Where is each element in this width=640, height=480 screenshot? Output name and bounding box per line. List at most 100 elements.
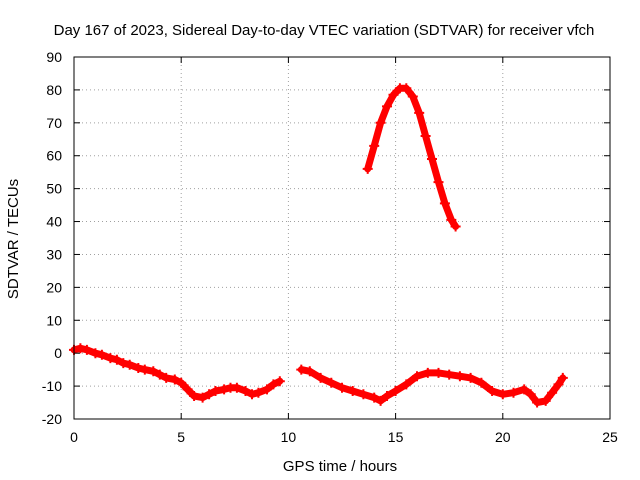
axis-ticks: 0 5 10 15 20 25 -20 -10 0 10 20 30 40 50 60 70 80 90: [42, 49, 618, 445]
data-point: [204, 389, 215, 400]
data-point: [124, 359, 135, 370]
data-point: [358, 389, 369, 400]
data-point: [540, 395, 551, 406]
data-point: [407, 91, 418, 102]
data-point: [422, 367, 433, 378]
x-axis-title: GPS time / hours: [283, 458, 397, 475]
data-point: [210, 386, 221, 396]
data-point: [414, 107, 425, 118]
data-point: [189, 391, 200, 401]
data-point: [375, 395, 386, 406]
data-point: [369, 392, 380, 403]
data-point: [446, 214, 457, 225]
x-tick-label: 15: [388, 429, 404, 445]
data-point: [253, 387, 264, 398]
data-point: [401, 379, 412, 390]
data-point: [412, 371, 422, 382]
data-point: [557, 372, 568, 383]
y-tick-label: 20: [46, 279, 62, 295]
data-point: [427, 154, 437, 164]
plot-frame: [73, 56, 611, 420]
data-point: [450, 221, 461, 232]
data-point: [274, 376, 285, 387]
data-point: [268, 379, 279, 390]
data-point: [105, 353, 116, 364]
y-tick-label: 40: [46, 214, 62, 230]
series-line: [364, 84, 460, 230]
y-tick-label: -20: [42, 411, 62, 427]
data-point: [118, 358, 129, 369]
chart-title: Day 167 of 2023, Sidereal Day-to-day VTE…: [54, 22, 595, 39]
data-point: [553, 379, 564, 390]
y-tick-label: 90: [46, 49, 62, 65]
data-point: [296, 364, 307, 375]
data-point: [75, 343, 86, 354]
data-point: [139, 364, 150, 375]
data-point: [525, 389, 536, 400]
data-point: [161, 372, 172, 383]
x-tick-label: 10: [281, 429, 297, 445]
x-tick-label: 20: [495, 429, 511, 445]
series-1: [69, 343, 285, 403]
y-tick-label: 0: [54, 345, 62, 361]
data-point: [219, 384, 230, 395]
data-point: [96, 349, 107, 360]
data-point: [388, 89, 399, 100]
data-point: [247, 389, 257, 400]
data-point: [262, 384, 272, 395]
y-tick-label: -10: [42, 378, 62, 394]
series-2: [362, 83, 461, 232]
data-point: [197, 392, 208, 403]
data-point: [401, 83, 412, 94]
data-point: [382, 101, 392, 112]
y-tick-label: 70: [46, 115, 62, 131]
data-point: [375, 117, 386, 128]
data-point: [420, 131, 431, 141]
data-point: [362, 163, 373, 174]
data-point: [454, 371, 465, 382]
x-tick-label: 0: [70, 429, 78, 445]
data-point: [154, 369, 165, 380]
data-point: [81, 344, 92, 355]
data-point: [433, 177, 444, 188]
data-point: [315, 372, 326, 383]
grid-lines: [74, 57, 610, 419]
data-point: [176, 377, 187, 388]
data-point: [444, 369, 455, 380]
data-point: [111, 354, 122, 365]
data-point: [508, 387, 519, 398]
data-point: [465, 372, 476, 383]
data-point: [148, 366, 159, 377]
data-point: [369, 140, 380, 151]
data-point: [519, 384, 530, 395]
data-point: [347, 386, 358, 396]
data-point: [240, 386, 251, 396]
data-point: [90, 348, 101, 359]
data-layer: [69, 83, 568, 408]
y-tick-label: 30: [46, 246, 62, 262]
y-tick-label: 50: [46, 181, 62, 197]
data-point: [231, 382, 242, 393]
data-point: [532, 397, 543, 408]
y-tick-label: 10: [46, 312, 62, 328]
data-point: [487, 386, 498, 396]
data-point: [337, 382, 347, 393]
series-3: [296, 364, 568, 408]
data-point: [182, 384, 193, 395]
data-point: [476, 377, 487, 388]
data-point: [382, 391, 392, 401]
data-point: [326, 377, 337, 388]
data-point: [439, 198, 450, 209]
data-point: [133, 363, 144, 373]
x-tick-label: 25: [602, 429, 618, 445]
y-tick-label: 80: [46, 82, 62, 98]
y-axis-title: SDTVAR / TECUs: [5, 179, 22, 299]
data-point: [304, 366, 315, 377]
data-point: [169, 374, 180, 385]
data-point: [433, 367, 444, 378]
x-tick-label: 5: [177, 429, 185, 445]
data-point: [390, 386, 401, 396]
data-point: [547, 387, 558, 398]
y-tick-label: 60: [46, 148, 62, 164]
